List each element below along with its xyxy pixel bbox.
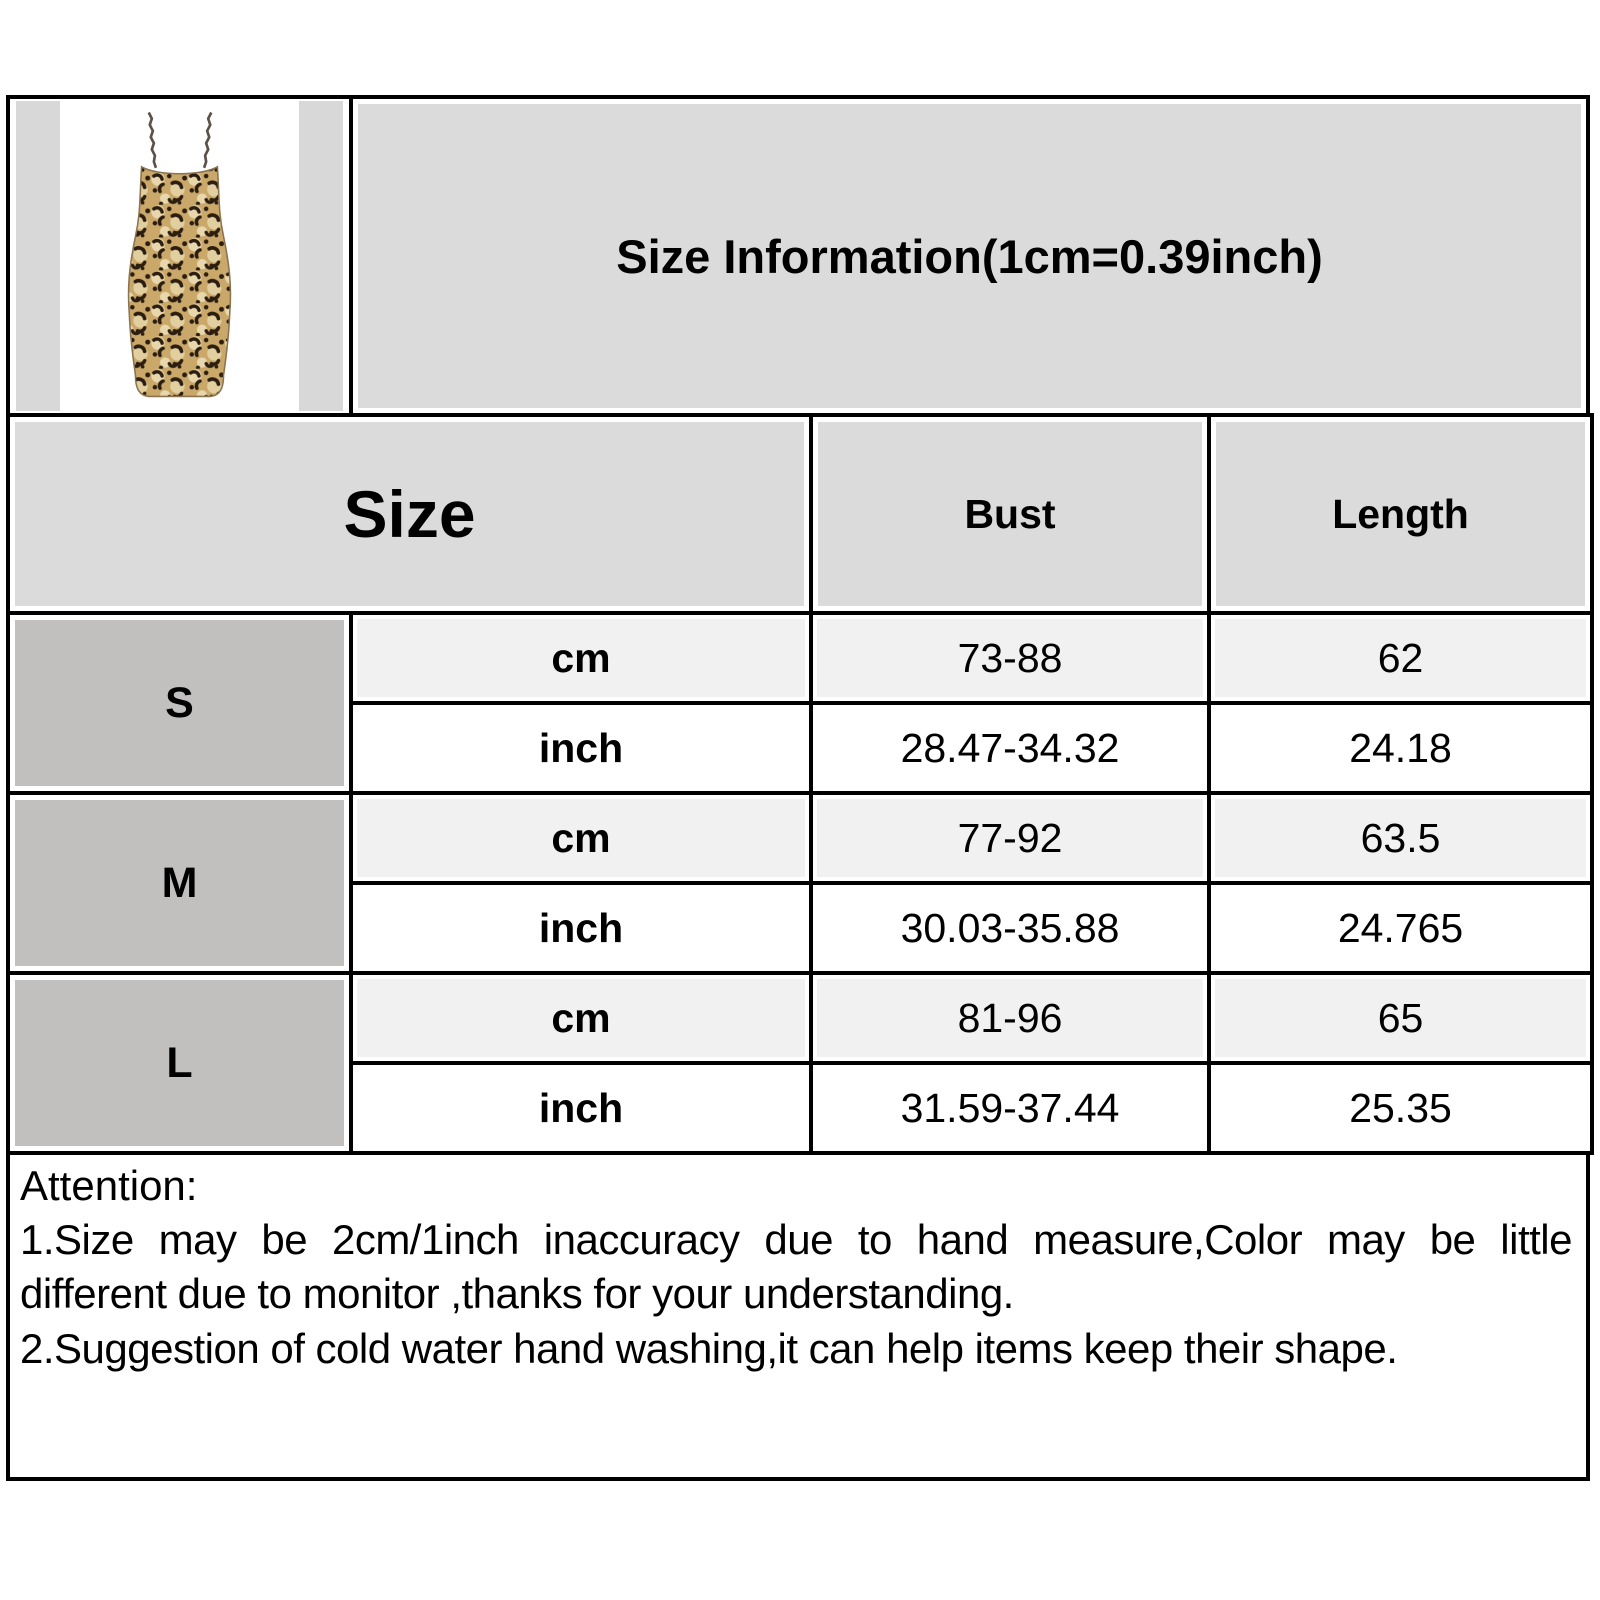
size-column-header: Size [5,413,814,615]
unit-cell: cm [348,791,814,885]
bust-column-header: Bust [809,413,1212,615]
bust-value: 77-92 [809,791,1212,885]
unit-cell: inch [348,1061,814,1155]
length-value: 25.35 [1207,1061,1595,1155]
photo-side-strip-left [16,101,60,411]
bust-value: 31.59-37.44 [809,1061,1212,1155]
size-chart-sheet: Size Information(1cm=0.39inch) Size Bust… [5,95,1595,1481]
bust-value: 30.03-35.88 [809,881,1212,975]
bust-value: 73-88 [809,611,1212,705]
unit-cell: inch [348,701,814,795]
product-photo-cell [10,99,353,413]
table-header-row: Size Bust Length [5,413,1595,615]
table-row-s-inch: inch 28.47-34.32 24.18 [8,701,1595,795]
attention-box: Attention: 1.Size may be 2cm/1inch inacc… [6,1151,1590,1481]
size-label-l: L [6,971,353,1155]
unit-cell: inch [348,881,814,975]
table-row-l-cm: L cm 81-96 65 [6,971,1595,1155]
photo-side-strip-right [299,101,343,411]
bust-value: 81-96 [809,971,1212,1065]
top-banner: Size Information(1cm=0.39inch) [6,95,1590,417]
bust-value: 28.47-34.32 [809,701,1212,795]
table-row-s-cm: S cm 73-88 62 [6,611,1595,795]
attention-heading: Attention: [20,1162,198,1209]
title-cell: Size Information(1cm=0.39inch) [353,99,1586,413]
length-column-header: Length [1207,413,1595,615]
table-row-m-cm: M cm 77-92 63.5 [6,791,1595,975]
attention-note-1: 1.Size may be 2cm/1inch inaccuracy due t… [20,1215,1573,1318]
unit-cell: cm [348,611,814,705]
unit-cell: cm [348,971,814,1065]
table-row-l-inch: inch 31.59-37.44 25.35 [8,1061,1595,1155]
page-title: Size Information(1cm=0.39inch) [616,229,1323,283]
table-row-m-inch: inch 30.03-35.88 24.765 [8,881,1595,975]
length-value: 62 [1207,611,1595,705]
product-image [10,99,349,413]
size-label-s: S [6,611,353,795]
dress-body [127,165,232,398]
length-value: 63.5 [1207,791,1595,885]
length-value: 24.765 [1207,881,1595,975]
attention-note-2: 2.Suggestion of cold water hand washing,… [20,1324,1398,1372]
dress-strap-left [147,111,158,169]
length-value: 24.18 [1207,701,1595,795]
length-value: 65 [1207,971,1595,1065]
dress-strap-right [202,111,213,169]
size-table: Size Bust Length S cm 73-88 62 inch 28.4… [5,413,1595,1155]
leopard-dress-icon [127,111,232,398]
size-label-m: M [6,791,353,975]
